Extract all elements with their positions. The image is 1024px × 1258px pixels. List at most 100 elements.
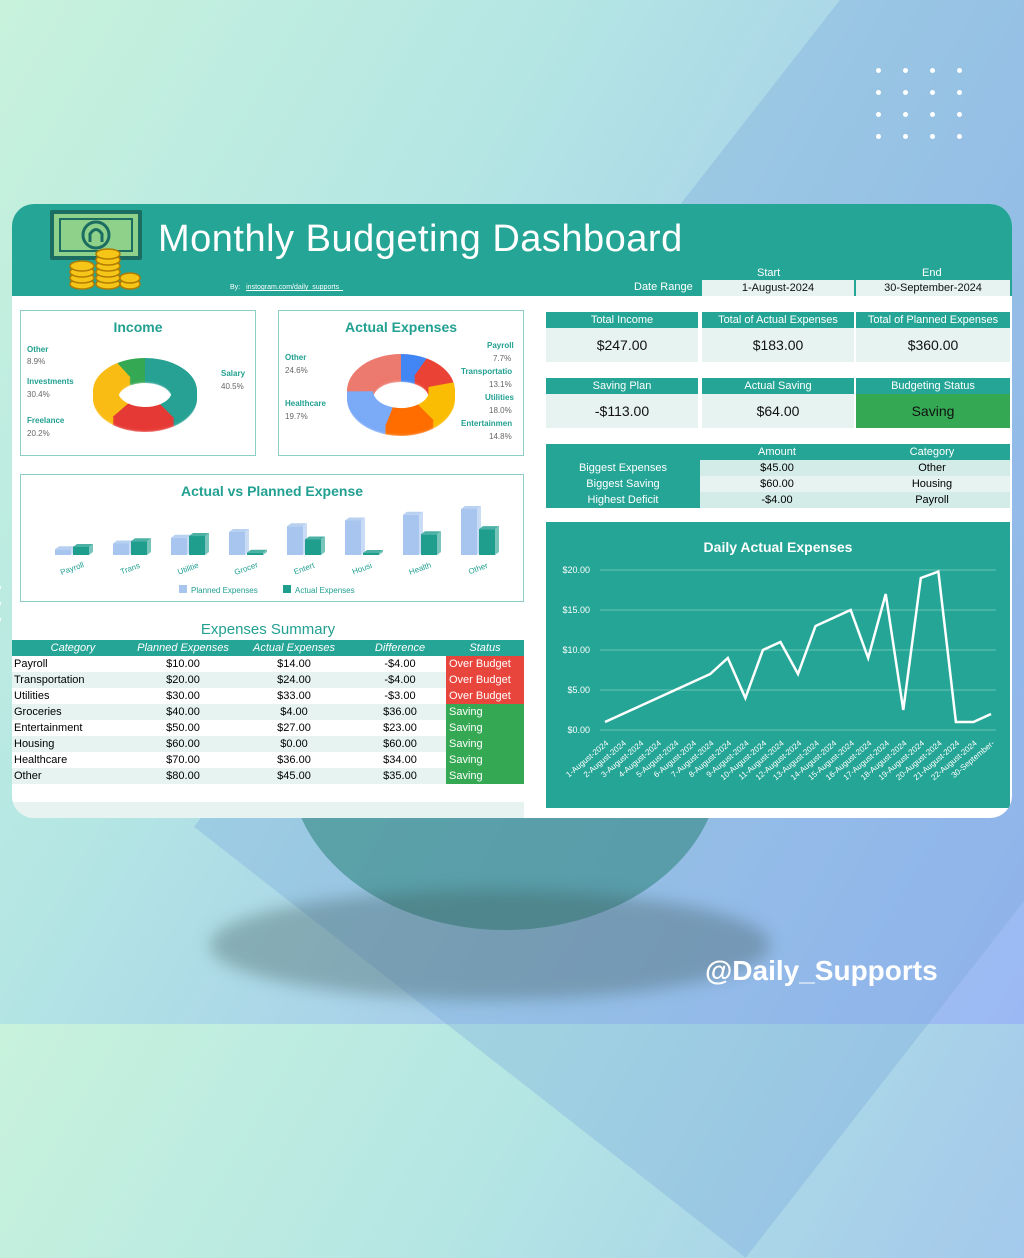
bar-actual-expenses-trans[interactable] [131, 541, 147, 555]
status-badge: Over Budget [446, 688, 524, 704]
expense-slice-transportatio[interactable] [414, 358, 454, 388]
category-cell: Groceries [14, 706, 62, 718]
bar-actual-expenses-health[interactable] [421, 534, 437, 555]
summary-row: Housing $60.00 $0.00 $60.00 Saving [12, 736, 524, 752]
status-badge: Saving [446, 720, 524, 736]
bar-planned-expenses-trans[interactable] [113, 543, 129, 556]
summary-row: Payroll $10.00 $14.00 -$4.00 Over Budget [12, 656, 524, 672]
exp-pct-other: 24.6% [285, 366, 308, 375]
exp-pct-utilities: 18.0% [489, 406, 512, 415]
income-label-freelance: Freelance [27, 416, 65, 425]
planned-cell: $30.00 [166, 690, 200, 702]
income-slice-freelance[interactable] [112, 403, 175, 424]
actual-expenses-title: Actual Expenses [344, 319, 458, 335]
summary-row: Other $80.00 $45.00 $35.00 Saving [12, 768, 524, 784]
bar-planned-expenses-entert[interactable] [287, 526, 303, 555]
legend-swatch [179, 585, 187, 593]
expense-slice-utilities[interactable] [417, 382, 455, 421]
legend-label: Planned Expenses [191, 586, 258, 595]
income-slice-salary[interactable] [145, 358, 197, 419]
expenses-summary-title: Expenses Summary [200, 621, 336, 638]
bar-actual-expenses-utilitie[interactable] [189, 536, 205, 555]
category-cell: Utilities [14, 690, 50, 702]
exp-pct-transportation: 13.1% [489, 380, 512, 389]
highlight-row-amount: $60.00 [700, 476, 854, 492]
actual-saving-header: Actual Saving [702, 378, 854, 394]
bar-actual-expenses-grocer[interactable] [247, 552, 263, 555]
bar-planned-expenses-payroll[interactable] [55, 549, 71, 555]
bar-x-tick: Payroll [59, 560, 85, 577]
bar-planned-expenses-housi[interactable] [345, 520, 361, 556]
actual-cell: $27.00 [277, 722, 311, 734]
highlight-row-label: Biggest Saving [546, 476, 700, 492]
income-panel: Income Other 8.9% Investments 30.4% Free… [20, 310, 256, 456]
income-pct-salary: 40.5% [221, 382, 244, 391]
difference-cell: -$4.00 [384, 658, 416, 670]
difference-cell: -$4.00 [384, 674, 416, 686]
category-cell: Entertainment [14, 722, 83, 734]
summary-header-cell: Status [469, 642, 501, 654]
income-pct-freelance: 20.2% [27, 429, 50, 438]
expense-slice-other[interactable] [347, 354, 401, 392]
budget-status-value: Saving [856, 394, 1010, 428]
summary-footer-strip [12, 802, 524, 818]
saving-plan-value: -$113.00 [546, 394, 698, 428]
income-slice-other[interactable] [117, 358, 145, 378]
expense-slice-entertainmen[interactable] [385, 404, 434, 428]
highlights-amount-header: Amount [700, 444, 854, 460]
difference-cell: $35.00 [383, 770, 417, 782]
bar-planned-expenses-other[interactable] [461, 509, 477, 555]
planned-cell: $40.00 [166, 706, 200, 718]
status-badge: Saving [446, 752, 524, 768]
bar-planned-expenses-health[interactable] [403, 514, 419, 555]
daily-actual-expenses-panel: Daily Actual Expenses $0.00 $5.00 $10.00 $15… [546, 522, 1010, 808]
bar-x-tick: Housi [351, 561, 374, 577]
actual-cell: $36.00 [277, 754, 311, 766]
highlights-category-header: Category [854, 444, 1010, 460]
expense-slice-payroll[interactable] [401, 354, 427, 377]
summary-header-cell: Planned Expenses [137, 642, 229, 654]
byline-link[interactable]: instogram.com/daily_supports_ [246, 284, 344, 291]
line-series-daily-actual[interactable] [604, 569, 992, 724]
actual-cell: $24.00 [277, 674, 311, 686]
income-slice-investments[interactable] [93, 363, 131, 417]
line-y-tick: $0.00 [567, 725, 590, 735]
bar-chart-title: Actual vs Planned Expense [180, 483, 364, 499]
income-label-other: Other [27, 345, 49, 354]
summary-header-cell: Difference [374, 642, 426, 654]
expense-slice-healthcare[interactable] [347, 391, 393, 427]
exp-label-utilities: Utilities [485, 393, 514, 402]
highlight-row-amount: -$4.00 [700, 492, 854, 508]
planned-cell: $10.00 [166, 658, 200, 670]
category-cell: Payroll [14, 658, 48, 670]
decorative-dots [876, 68, 966, 142]
page-title: Monthly Budgeting Dashboard [158, 218, 683, 260]
income-label-salary: Salary [221, 369, 246, 378]
bar-actual-expenses-payroll[interactable] [73, 546, 89, 555]
line-y-tick: $20.00 [562, 565, 590, 575]
exp-label-entertainment: Entertainmen [461, 419, 513, 428]
start-date-field[interactable]: 1-August-2024 [702, 280, 854, 296]
exp-label-other: Other [285, 353, 307, 362]
bar-x-tick: Utilitie [176, 561, 200, 577]
highlight-row-label: Biggest Expenses [546, 460, 700, 476]
summary-header-cell: Actual Expenses [253, 642, 335, 654]
bar-actual-expenses-entert[interactable] [305, 539, 321, 555]
highlight-row-category: Housing [854, 476, 1010, 492]
bar-actual-expenses-other[interactable] [479, 529, 495, 555]
bar-planned-expenses-grocer[interactable] [229, 532, 245, 555]
planned-cell: $70.00 [166, 754, 200, 766]
bar-planned-expenses-utilitie[interactable] [171, 537, 187, 555]
income-title: Income [113, 319, 163, 335]
end-date-field[interactable]: 30-September-2024 [856, 280, 1010, 296]
actual-vs-planned-bar-chart: Payroll Trans Utilitie Grocer Entert Housi Hea… [55, 506, 499, 595]
background-shadow [210, 890, 770, 1000]
bar-actual-expenses-housi[interactable] [363, 553, 379, 555]
planned-cell: $60.00 [166, 738, 200, 750]
budget-status-header: Budgeting Status [856, 378, 1010, 394]
line-y-tick: $10.00 [562, 645, 590, 655]
highlight-row-amount: $45.00 [700, 460, 854, 476]
actual-vs-planned-panel: Actual vs Planned Expense Payroll Trans Ut… [20, 474, 524, 602]
status-badge: Saving [446, 736, 524, 752]
bar-x-tick: Trans [119, 561, 141, 576]
